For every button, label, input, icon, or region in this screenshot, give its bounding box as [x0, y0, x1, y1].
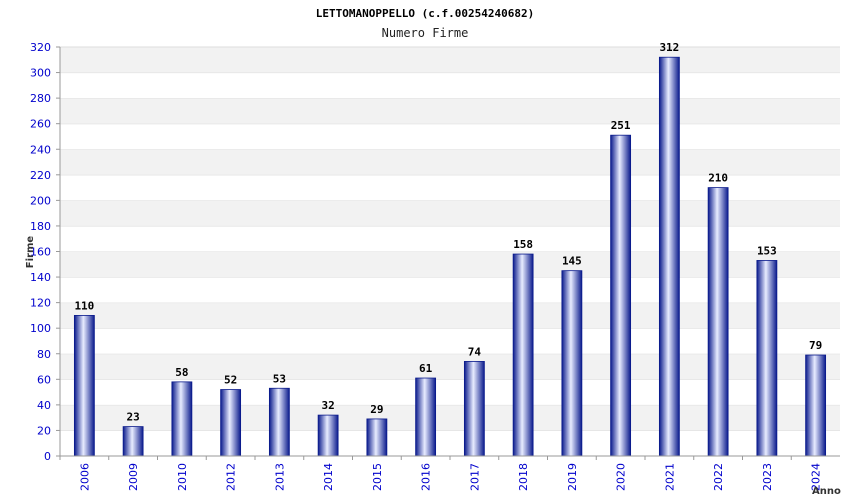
bar-value-label: 79 — [809, 339, 822, 352]
bar — [756, 260, 778, 457]
y-axis-title: Firme — [25, 236, 36, 269]
y-tick-label: 240 — [30, 143, 51, 156]
bar — [610, 134, 632, 457]
y-tick-label: 320 — [30, 41, 51, 54]
x-tick-label: 2013 — [273, 463, 286, 491]
x-tick-label: 2021 — [663, 463, 676, 491]
y-tick-label: 220 — [30, 169, 51, 182]
bar — [805, 354, 827, 457]
x-tick-label: 2015 — [371, 463, 384, 491]
grid-band — [60, 98, 840, 124]
bar-value-label: 32 — [322, 399, 335, 412]
y-tick-label: 20 — [37, 424, 51, 437]
y-tick-label: 280 — [30, 92, 51, 105]
bar — [561, 270, 583, 457]
bar — [171, 381, 193, 457]
y-tick-label: 260 — [30, 118, 51, 131]
x-tick-label: 2012 — [225, 463, 238, 491]
x-tick-label: 2020 — [615, 463, 628, 491]
bar — [366, 418, 388, 457]
bar-value-label: 29 — [370, 403, 383, 416]
bar — [268, 387, 290, 457]
grid-band — [60, 123, 840, 150]
y-tick-label: 200 — [30, 194, 51, 207]
y-axis: 0 20 40 60 80 100 120 140 160 180 200 220 240 260 280 3… — [30, 41, 60, 463]
bar-value-label: 74 — [468, 345, 482, 358]
grid-band — [60, 47, 840, 73]
x-tick-label: 2016 — [420, 463, 433, 491]
y-tick-label: 120 — [30, 297, 51, 310]
x-tick-label: 2022 — [712, 463, 725, 491]
x-axis-title: Anno — [812, 486, 841, 497]
bar — [512, 253, 534, 457]
bar-value-label: 53 — [273, 372, 286, 385]
y-tick-label: 140 — [30, 271, 51, 284]
bar-value-label: 110 — [74, 299, 94, 312]
bar — [122, 426, 144, 457]
y-tick-label: 300 — [30, 67, 51, 80]
bar-value-label: 210 — [708, 172, 728, 185]
chart-subtitle: Numero Firme — [382, 26, 469, 40]
x-tick-label: 2019 — [566, 463, 579, 491]
x-tick-label: 2010 — [176, 463, 189, 491]
y-tick-label: 0 — [44, 450, 51, 463]
bar — [317, 414, 339, 457]
bar — [707, 187, 729, 457]
x-tick-label: 2024 — [810, 463, 823, 491]
y-tick-label: 160 — [30, 246, 51, 259]
bar — [73, 315, 95, 457]
x-tick-label: 2006 — [78, 463, 91, 491]
bar-value-label: 251 — [611, 119, 631, 132]
x-axis: 2006 2009 2010 2012 2013 2014 2015 2016 2017 2018… — [59, 456, 823, 491]
grid-band — [60, 149, 840, 175]
y-tick-label: 100 — [30, 322, 51, 335]
x-tick-label: 2018 — [517, 463, 530, 491]
bars: 110 23 58 52 53 32 29 61 74 158 145 251 312 210 153 79 — [73, 41, 827, 457]
bar-value-label: 153 — [757, 244, 777, 257]
bar-value-label: 52 — [224, 374, 237, 387]
bar — [463, 361, 485, 457]
x-tick-label: 2014 — [322, 463, 335, 491]
bar-value-label: 23 — [127, 411, 140, 424]
y-tick-label: 40 — [37, 399, 51, 412]
x-tick-label: 2009 — [127, 463, 140, 491]
bar-value-label: 58 — [175, 366, 188, 379]
bar-value-label: 145 — [562, 255, 582, 268]
y-tick-label: 180 — [30, 220, 51, 233]
bar-value-label: 312 — [659, 41, 679, 54]
grid-band — [60, 72, 840, 99]
x-tick-label: 2017 — [468, 463, 481, 491]
bar — [658, 56, 680, 457]
x-tick-label: 2023 — [761, 463, 774, 491]
bar-value-label: 61 — [419, 362, 433, 375]
bar — [415, 377, 437, 457]
bar — [220, 389, 242, 457]
y-tick-label: 60 — [37, 373, 51, 386]
bar-value-label: 158 — [513, 238, 533, 251]
chart-title: LETTOMANOPPELLO (c.f.00254240682) — [316, 7, 535, 20]
y-tick-label: 80 — [37, 348, 51, 361]
